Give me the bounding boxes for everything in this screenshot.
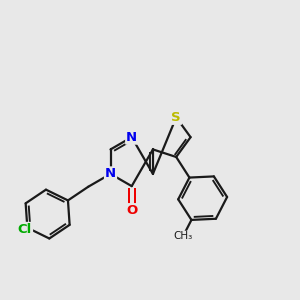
Text: O: O — [126, 204, 137, 217]
Text: N: N — [105, 167, 116, 180]
Text: S: S — [171, 111, 181, 124]
Text: Cl: Cl — [18, 223, 32, 236]
Text: CH₃: CH₃ — [173, 231, 193, 241]
Text: N: N — [126, 131, 137, 144]
